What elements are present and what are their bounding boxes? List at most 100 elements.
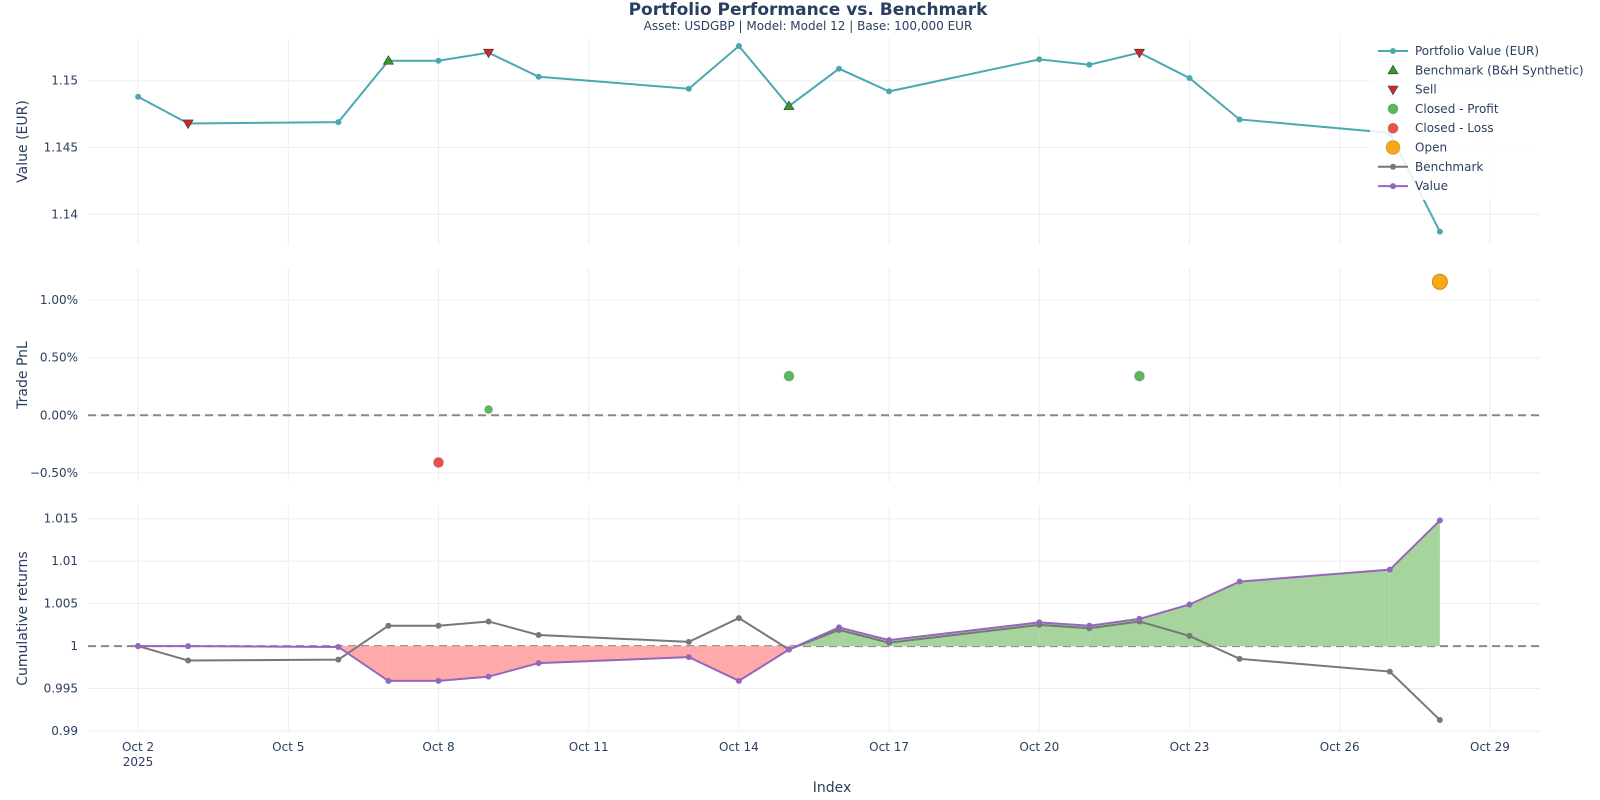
benchmark-point xyxy=(185,657,192,664)
x-tick-label: Oct 2 xyxy=(122,740,154,754)
value-point xyxy=(385,677,392,684)
x-tick-label: Oct 26 xyxy=(1320,740,1360,754)
area-fill xyxy=(488,646,539,677)
panel-top: 1.14 1.145 1.15 Value (EUR) xyxy=(15,38,1540,245)
legend-item: Open xyxy=(1385,140,1447,155)
sell-marker xyxy=(483,48,495,59)
benchmark-point xyxy=(1186,632,1193,639)
legend-circle-symbol xyxy=(1385,140,1401,155)
closed-profit-point xyxy=(783,370,795,382)
legend-triangle-up-symbol xyxy=(1387,64,1399,75)
y-tick-label: 0.995 xyxy=(44,682,78,696)
x-tick-label: Oct 29 xyxy=(1470,740,1510,754)
legend-dot-symbol xyxy=(1390,48,1396,54)
y-tick-label: 1.00% xyxy=(40,293,78,307)
value-point xyxy=(1436,517,1443,524)
closed-profit-point xyxy=(1133,370,1145,382)
portfolio-point xyxy=(1186,75,1193,82)
y-tick-label: 0.50% xyxy=(40,351,78,365)
legend-label: Open xyxy=(1415,141,1447,155)
legend-label: Closed - Loss xyxy=(1415,121,1494,135)
legend-item: Closed - Profit xyxy=(1387,102,1499,116)
portfolio-point xyxy=(135,93,142,100)
benchmark-point xyxy=(735,615,742,622)
panel-bottom: 0.99 0.995 1 1.005 1.01 1.015 Cumulative retur… xyxy=(15,506,1540,738)
y-tick-label: 1.14 xyxy=(51,207,78,221)
portfolio-point xyxy=(535,73,542,80)
area-fill xyxy=(1239,569,1390,647)
sell-marker xyxy=(1133,48,1145,59)
legend-dot-symbol xyxy=(1390,163,1396,170)
benchmark-point xyxy=(1436,716,1443,723)
legend-label: Portfolio Value (EUR) xyxy=(1415,44,1539,58)
area-fill xyxy=(538,646,689,664)
portfolio-point xyxy=(685,85,692,92)
benchmark-point xyxy=(1236,655,1243,662)
y-tick-label: 1.005 xyxy=(44,597,78,611)
value-point xyxy=(1186,601,1193,608)
portfolio-line xyxy=(137,44,1441,233)
value-point xyxy=(335,643,342,650)
benchmark-point xyxy=(685,638,692,645)
value-point xyxy=(185,643,192,650)
legend-item: Benchmark (B&H Synthetic) xyxy=(1387,63,1584,77)
area-fill xyxy=(1389,520,1440,647)
benchmark-point xyxy=(1386,668,1393,675)
area-fill xyxy=(388,646,439,681)
y-tick-label: 1.145 xyxy=(44,141,78,155)
y-tick-label: 0.99 xyxy=(51,724,78,738)
x-tick-label: Oct 23 xyxy=(1170,740,1210,754)
portfolio-point xyxy=(735,43,742,50)
y-axis-title: Trade PnL xyxy=(15,341,31,410)
value-point xyxy=(785,646,792,653)
legend-label: Benchmark (B&H Synthetic) xyxy=(1415,63,1584,77)
legend-item: Benchmark xyxy=(1378,160,1483,174)
value-point xyxy=(1036,619,1043,626)
portfolio-point xyxy=(1236,116,1243,123)
legend-item: Closed - Loss xyxy=(1387,121,1494,135)
benchmark-point xyxy=(385,622,392,629)
portfolio-point xyxy=(1436,228,1443,235)
portfolio-point xyxy=(435,57,442,64)
value-point xyxy=(535,660,542,667)
y-tick-label: 1.01 xyxy=(51,554,78,568)
value-point xyxy=(685,654,692,661)
y-tick-label: −0.50% xyxy=(30,466,78,480)
sell-marker xyxy=(182,119,194,130)
area-fill xyxy=(438,646,489,681)
legend-label: Closed - Profit xyxy=(1415,102,1499,116)
buy-marker xyxy=(382,55,394,65)
legend-circle-symbol xyxy=(1387,122,1399,134)
closed-loss-point xyxy=(432,456,444,468)
benchmark-point xyxy=(335,656,342,663)
y-axis-title: Value (EUR) xyxy=(15,100,31,183)
y-tick-label: 1.015 xyxy=(44,512,78,526)
value-point xyxy=(836,624,843,631)
benchmark-point xyxy=(535,632,542,639)
legend-label: Value xyxy=(1415,179,1448,193)
legend-label: Sell xyxy=(1415,83,1437,97)
value-point xyxy=(886,637,893,644)
buy-marker xyxy=(783,100,795,110)
benchmark-point xyxy=(435,622,442,629)
value-point xyxy=(1136,615,1143,622)
panel-middle: −0.50% 0.00% 0.50% 1.00% Trade PnL xyxy=(15,268,1540,482)
closed-profit-point xyxy=(484,405,494,415)
legend-item: Value xyxy=(1378,179,1448,193)
x-tick-label: Oct 17 xyxy=(869,740,909,754)
portfolio-point xyxy=(335,119,342,126)
portfolio-point xyxy=(886,88,893,95)
area-fill xyxy=(1139,604,1190,647)
y-tick-label: 1.15 xyxy=(51,74,78,88)
x-year-label: 2025 xyxy=(123,755,154,769)
value-point xyxy=(135,643,142,650)
open-point xyxy=(1431,273,1448,290)
legend-item: Sell xyxy=(1387,83,1437,97)
y-axis-title: Cumulative returns xyxy=(15,551,31,685)
legend-item: Portfolio Value (EUR) xyxy=(1378,44,1539,58)
benchmark-point xyxy=(485,618,492,625)
value-point xyxy=(1386,566,1393,573)
value-point xyxy=(435,677,442,684)
x-axis: Oct 2 Oct 5 Oct 8 Oct 11 Oct 14 Oct 17 Oct 20 O… xyxy=(122,740,1510,769)
